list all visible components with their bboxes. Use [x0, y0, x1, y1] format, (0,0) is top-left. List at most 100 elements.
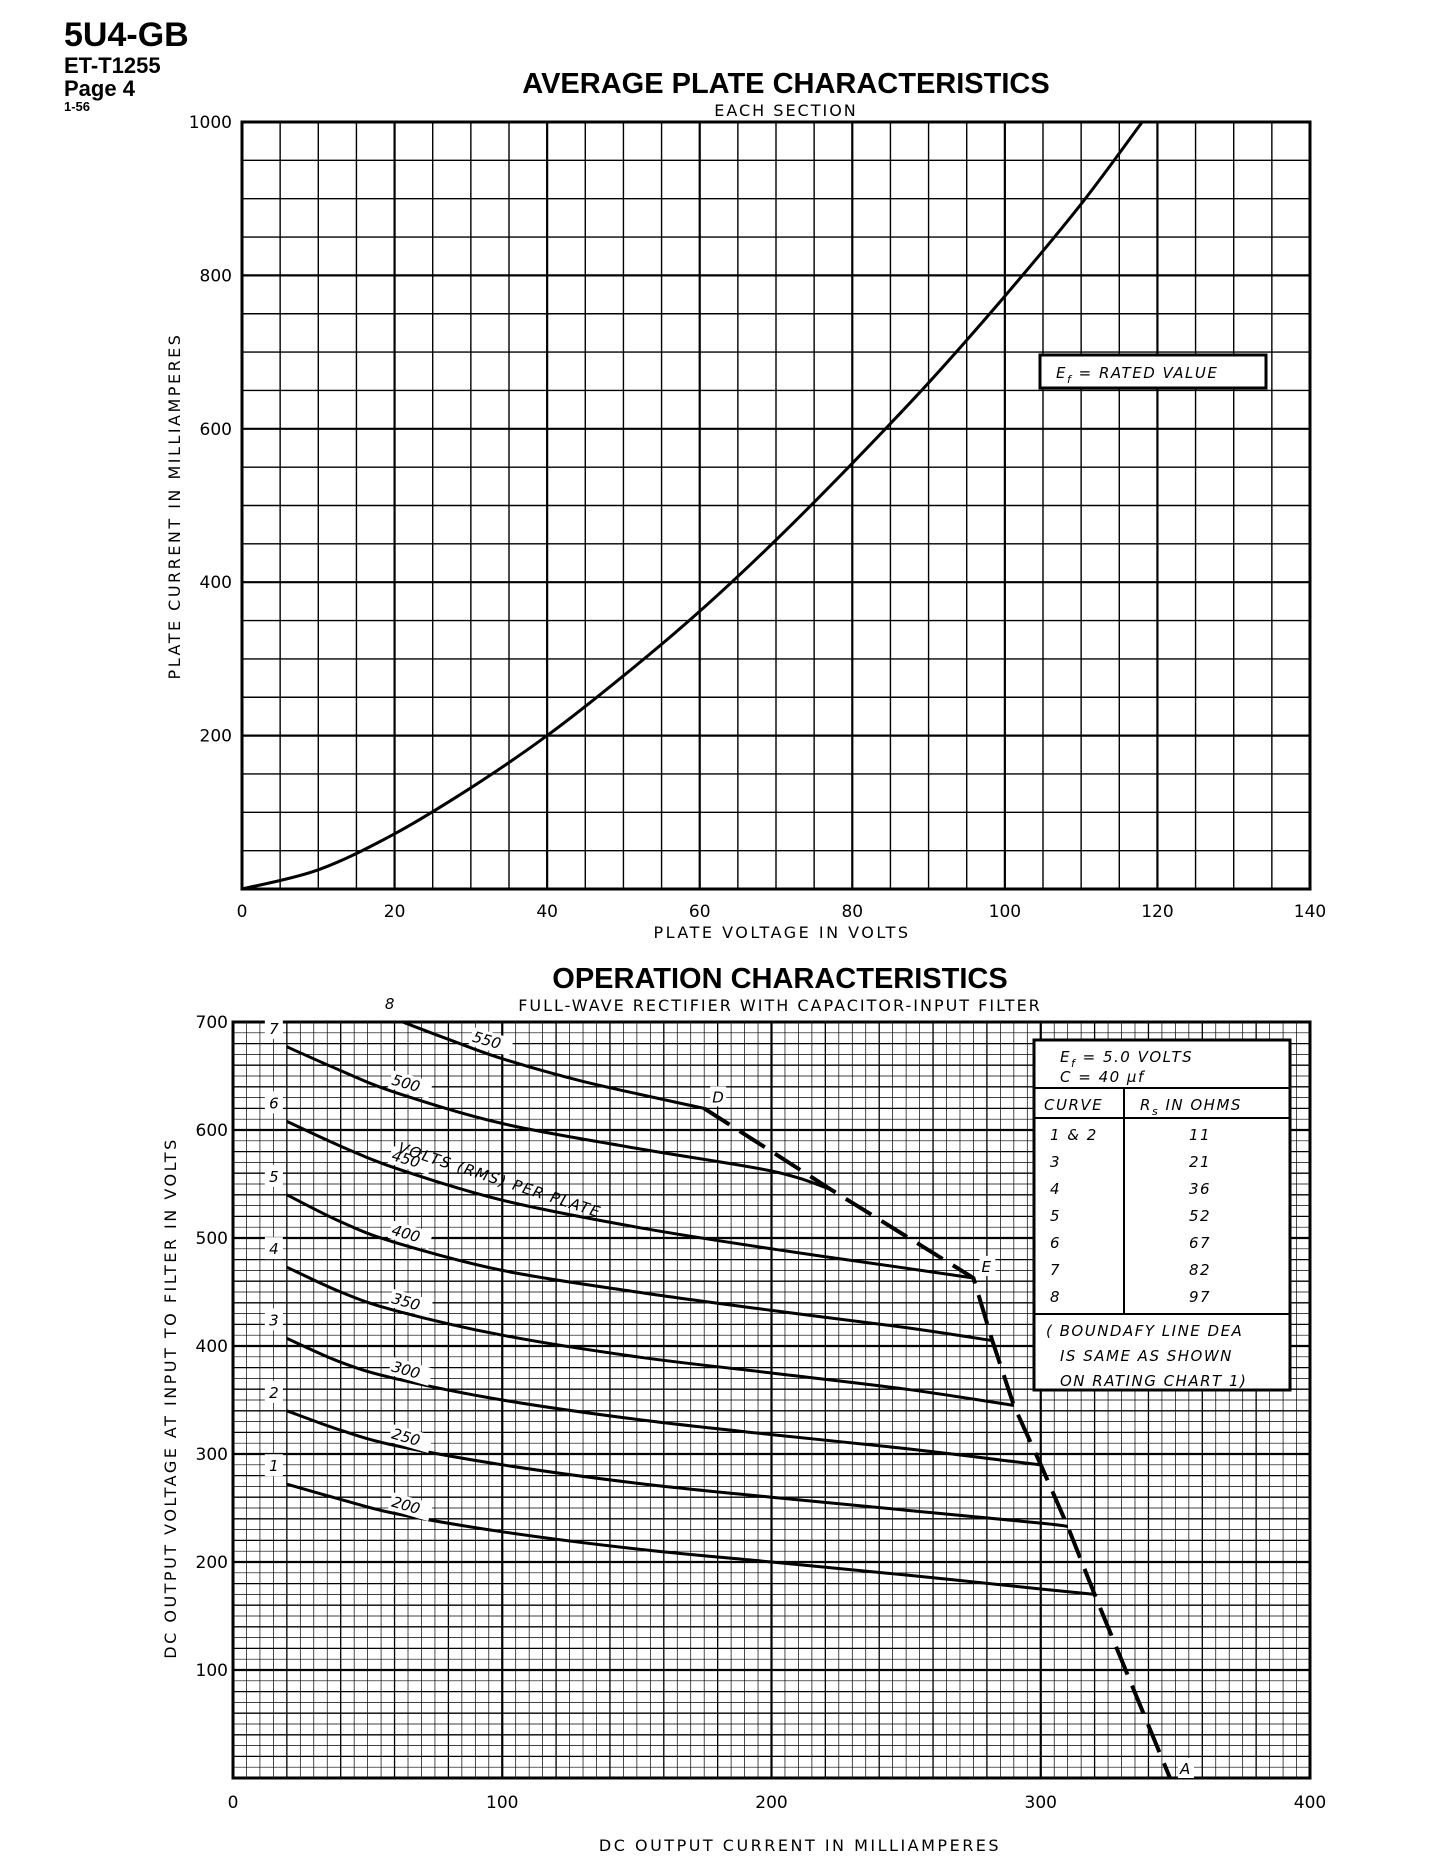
legend-ef-text: = 5.0 VOLTS	[1076, 1048, 1193, 1066]
legend-ef-symbol: E	[1060, 1048, 1071, 1066]
boundary-point-label: A	[1179, 1760, 1190, 1778]
svg-text:Ef = 5.0 VOLTS: Ef = 5.0 VOLTS	[1060, 1048, 1193, 1070]
chart2-x-tick-label: 0	[228, 1793, 239, 1813]
operation-curve-4	[286, 1265, 1015, 1407]
chart1-y-tick-label: 400	[200, 573, 232, 593]
chart1-x-tick-label: 100	[989, 902, 1021, 922]
curve-number-label: 3	[269, 1311, 279, 1329]
chart2-title: OPERATION CHARACTERISTICS	[552, 963, 1007, 995]
legend-rs-subscript: s	[1152, 1105, 1159, 1118]
chart2-y-tick-label: 200	[196, 1553, 228, 1573]
curve-number-bg	[264, 1016, 283, 1039]
chart2-grid	[231, 1020, 1312, 1780]
legend-curve-cell: 8	[1050, 1288, 1061, 1306]
legend-capacitance: C = 40 μf	[1060, 1068, 1146, 1086]
operation-curve-8	[402, 1020, 705, 1110]
chart1-x-axis-label: PLATE VOLTAGE IN VOLTS	[653, 923, 910, 942]
chart1-tick-labels: 0 20 40 60 80 100 120 140 200 400 600 800 1000	[189, 113, 1326, 922]
chart1-y-axis-label: PLATE CURRENT IN MILLIAMPERES	[165, 333, 184, 680]
legend-table: Ef = 5.0 VOLTS C = 40 μf CURVE Rs IN OHM…	[1032, 1038, 1292, 1392]
legend-ohms-cell: 52	[1189, 1207, 1211, 1225]
chart2-y-axis-label: DC OUTPUT VOLTAGE AT INPUT TO FILTER IN …	[161, 1137, 180, 1658]
chart1-y-tick-label: 800	[200, 266, 232, 286]
rms-label-bg	[387, 1145, 434, 1175]
chart2-y-tick-label: 700	[196, 1013, 228, 1033]
legend-curve-cell: 1 & 2	[1050, 1126, 1098, 1144]
legend-ohms-cell: 67	[1189, 1234, 1211, 1252]
annotation-text: = RATED VALUE	[1072, 364, 1218, 382]
chart2-y-tick-label: 300	[196, 1445, 228, 1465]
curve-number-label: 4	[269, 1240, 279, 1258]
curve-number-label: 7	[269, 1020, 279, 1038]
chart2-subtitle: FULL-WAVE RECTIFIER WITH CAPACITOR-INPUT…	[518, 996, 1042, 1015]
boundary-points: D E A	[710, 1086, 1194, 1778]
chart1-y-tick-label: 600	[200, 420, 232, 440]
chart1-frame	[240, 120, 1312, 891]
chart1-x-tick-label: 140	[1294, 902, 1326, 922]
rms-label-bg	[387, 1220, 434, 1250]
chart1-x-tick-label: 0	[237, 902, 248, 922]
chart1-grid	[240, 120, 1312, 891]
legend-rs-text: IN OHMS	[1159, 1096, 1242, 1114]
legend-curve-cell: 3	[1050, 1153, 1061, 1171]
curve-number-bg	[264, 1454, 283, 1477]
chart2-x-tick-label: 400	[1294, 1793, 1326, 1813]
curve-number-label: 8	[385, 995, 395, 1013]
operation-curve-5	[286, 1193, 993, 1343]
legend-rows: 1 & 2 11 3 21 4 36 5 52 6 67 7 82 8 97	[1050, 1126, 1211, 1306]
chart1-y-tick-label: 200	[200, 727, 232, 747]
boundary-point-bg	[979, 1255, 996, 1276]
legend-curve-header: CURVE	[1044, 1096, 1103, 1114]
chart2-y-tick-label: 400	[196, 1337, 228, 1357]
chart1-subtitle: EACH SECTION	[714, 101, 858, 120]
annotation-symbol: E	[1056, 364, 1067, 382]
legend-ef-subscript: f	[1071, 1057, 1077, 1070]
chart2-x-tick-label: 100	[486, 1793, 518, 1813]
operation-curve-6	[286, 1120, 974, 1280]
rms-label-bg	[468, 1027, 514, 1057]
chart2-x-axis-label: DC OUTPUT CURRENT IN MILLIAMPERES	[599, 1836, 1001, 1855]
curve-number-bg	[264, 1237, 283, 1260]
curve-number-bg	[264, 1164, 283, 1187]
chart2-tick-labels: 0 100 200 300 400 100 200 300 400 500 600 700	[196, 1013, 1327, 1813]
legend-ohms-cell: 97	[1189, 1288, 1211, 1306]
legend-ohms-cell: 82	[1189, 1261, 1211, 1279]
legend-note-line-2: IS SAME AS SHOWN	[1060, 1347, 1233, 1365]
boundary-line	[703, 1106, 1172, 1779]
curve-number-bg	[264, 1380, 283, 1403]
rated-value-annotation: Ef = RATED VALUE	[1038, 353, 1268, 390]
legend-curve-cell: 6	[1050, 1234, 1061, 1252]
svg-text:Ef = RATED VALUE: Ef = RATED VALUE	[1056, 364, 1218, 386]
curve-number-bg	[264, 1091, 283, 1114]
plate-current-curve	[241, 121, 1144, 891]
curve-number-label: 6	[269, 1094, 279, 1112]
curve-number-bg	[380, 992, 399, 1014]
chart2-y-tick-label: 500	[196, 1229, 228, 1249]
rms-label-bg	[387, 1070, 434, 1100]
curve-number-label: 2	[269, 1384, 279, 1402]
boundary-point-bg	[1177, 1758, 1194, 1778]
chart1-x-tick-label: 80	[841, 902, 863, 922]
rms-label-bg	[387, 1492, 434, 1522]
boundary-point-label: E	[981, 1258, 991, 1276]
legend-rs-symbol: R	[1140, 1096, 1152, 1114]
chart2-x-tick-label: 200	[755, 1793, 787, 1813]
issue-date: 1-56	[64, 98, 91, 114]
legend-ohms-cell: 11	[1189, 1126, 1211, 1144]
chart2-x-tick-label: 300	[1025, 1793, 1057, 1813]
legend-ohms-cell: 21	[1189, 1153, 1211, 1171]
legend-ohms-cell: 36	[1189, 1180, 1211, 1198]
chart1-x-tick-label: 120	[1141, 902, 1173, 922]
page-number: Page 4	[64, 75, 135, 101]
rms-label-bg	[387, 1357, 434, 1386]
operation-curve-3	[286, 1337, 1041, 1467]
svg-text:Rs IN OHMS: Rs IN OHMS	[1140, 1096, 1242, 1118]
chart1-title: AVERAGE PLATE CHARACTERISTICS	[522, 68, 1049, 100]
chart2-frame	[231, 1020, 1312, 1780]
curve-number-label: 5	[269, 1168, 279, 1186]
legend-curve-cell: 5	[1050, 1207, 1061, 1225]
chart1-x-tick-label: 40	[536, 902, 558, 922]
legend-curve-cell: 7	[1050, 1261, 1061, 1279]
